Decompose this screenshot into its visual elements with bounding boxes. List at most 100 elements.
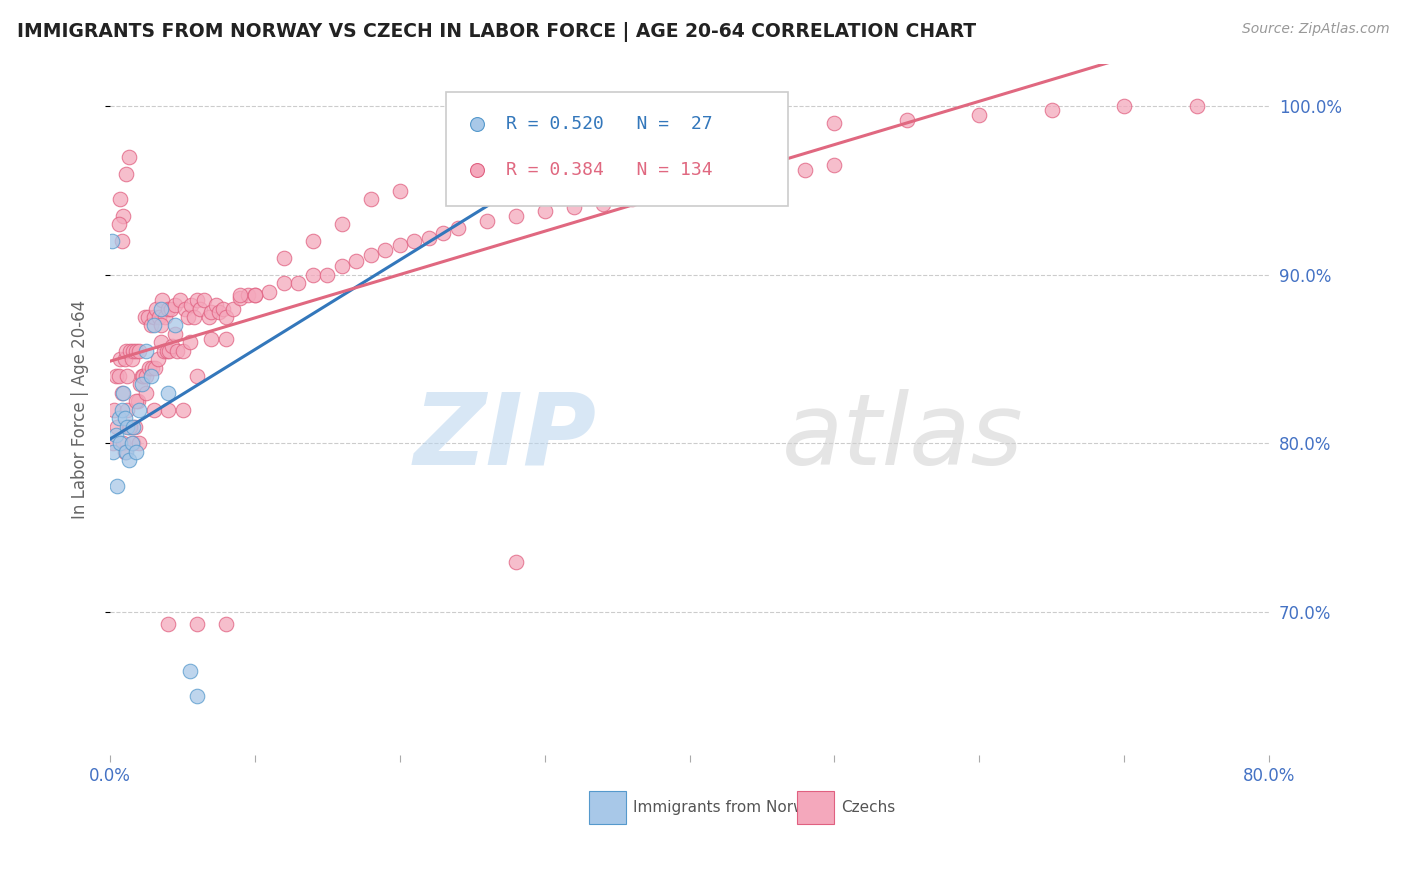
- Point: [186, 369, 208, 384]
- Point: [165, 298, 187, 312]
- Point: [139, 318, 162, 333]
- Point: [273, 277, 295, 291]
- Point: [112, 209, 135, 223]
- Point: [115, 445, 138, 459]
- Text: Source: ZipAtlas.com: Source: ZipAtlas.com: [1241, 22, 1389, 37]
- Point: [197, 310, 219, 324]
- Point: [138, 360, 160, 375]
- Point: [135, 343, 157, 358]
- Point: [505, 209, 527, 223]
- Point: [344, 254, 367, 268]
- Point: [117, 402, 139, 417]
- Point: [188, 301, 211, 316]
- Point: [157, 385, 180, 400]
- Point: [107, 411, 129, 425]
- Point: [302, 234, 325, 248]
- Point: [115, 167, 138, 181]
- Point: [259, 285, 281, 299]
- Text: atlas: atlas: [782, 389, 1024, 486]
- Point: [112, 436, 135, 450]
- Point: [135, 385, 157, 400]
- Point: [1114, 99, 1136, 113]
- Point: [117, 419, 139, 434]
- Point: [751, 124, 773, 138]
- Point: [157, 402, 180, 417]
- Point: [150, 293, 173, 307]
- Point: [678, 184, 700, 198]
- Point: [707, 180, 730, 194]
- Point: [118, 150, 141, 164]
- Point: [533, 203, 555, 218]
- Point: [222, 301, 245, 316]
- Point: [115, 343, 138, 358]
- Text: IMMIGRANTS FROM NORWAY VS CZECH IN LABOR FORCE | AGE 20-64 CORRELATION CHART: IMMIGRANTS FROM NORWAY VS CZECH IN LABOR…: [17, 22, 976, 42]
- Point: [1185, 99, 1208, 113]
- Point: [149, 318, 172, 333]
- Point: [404, 234, 426, 248]
- Point: [212, 301, 235, 316]
- Point: [142, 402, 165, 417]
- Point: [229, 288, 252, 302]
- Point: [461, 167, 484, 181]
- Point: [125, 394, 148, 409]
- Point: [159, 343, 181, 358]
- Point: [112, 385, 135, 400]
- Point: [533, 150, 555, 164]
- Point: [127, 394, 149, 409]
- Point: [107, 369, 129, 384]
- Point: [128, 436, 150, 450]
- Point: [120, 343, 142, 358]
- Point: [100, 234, 122, 248]
- Point: [135, 369, 157, 384]
- Text: Immigrants from Norway: Immigrants from Norway: [633, 800, 824, 814]
- Point: [122, 343, 145, 358]
- Point: [236, 288, 259, 302]
- Text: R = 0.520   N =  27: R = 0.520 N = 27: [506, 115, 713, 133]
- Point: [142, 318, 165, 333]
- Point: [125, 343, 148, 358]
- Point: [208, 305, 231, 319]
- Point: [432, 226, 454, 240]
- Point: [205, 298, 228, 312]
- Point: [101, 445, 124, 459]
- Point: [172, 343, 194, 358]
- Point: [287, 277, 309, 291]
- Point: [179, 664, 201, 678]
- Point: [177, 310, 200, 324]
- Point: [243, 288, 266, 302]
- Point: [132, 369, 155, 384]
- Point: [129, 377, 152, 392]
- Point: [155, 343, 177, 358]
- Point: [114, 352, 136, 367]
- Point: [157, 301, 180, 316]
- Point: [650, 186, 672, 201]
- Point: [330, 217, 353, 231]
- FancyBboxPatch shape: [446, 92, 789, 206]
- Point: [316, 268, 339, 282]
- Point: [302, 268, 325, 282]
- Point: [548, 116, 571, 130]
- Point: [104, 369, 127, 384]
- Point: [193, 293, 215, 307]
- Point: [330, 260, 353, 274]
- Point: [103, 402, 125, 417]
- Point: [447, 220, 470, 235]
- Point: [243, 288, 266, 302]
- Point: [215, 616, 238, 631]
- FancyBboxPatch shape: [589, 790, 626, 824]
- Point: [180, 298, 202, 312]
- Point: [152, 343, 174, 358]
- Point: [114, 445, 136, 459]
- Point: [200, 332, 222, 346]
- Text: R = 0.384   N = 134: R = 0.384 N = 134: [506, 161, 713, 179]
- Point: [120, 419, 142, 434]
- Point: [172, 402, 194, 417]
- Point: [562, 201, 585, 215]
- Point: [124, 419, 146, 434]
- Point: [215, 332, 238, 346]
- Point: [183, 310, 205, 324]
- Point: [125, 445, 148, 459]
- Point: [110, 436, 132, 450]
- Point: [105, 478, 128, 492]
- Point: [104, 428, 127, 442]
